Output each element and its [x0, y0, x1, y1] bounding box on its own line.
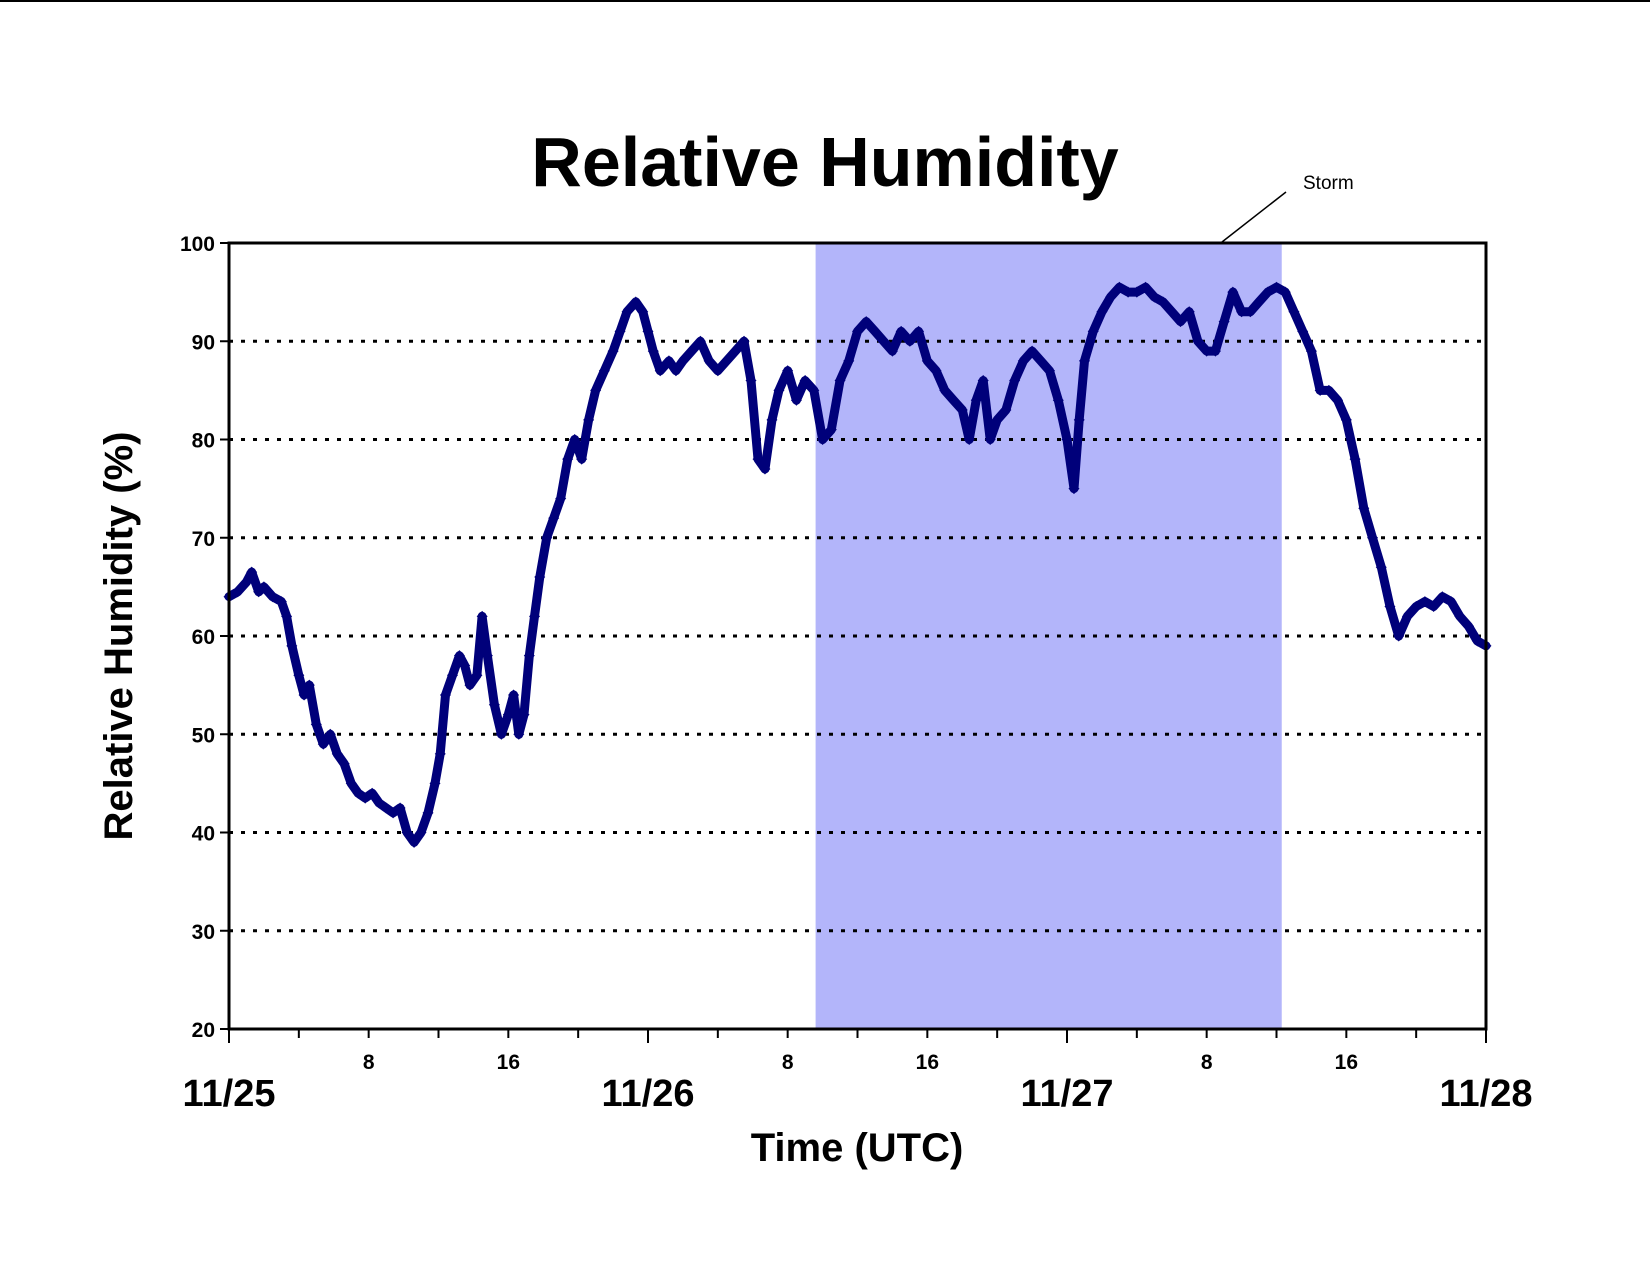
storm-annotation-label: Storm	[1303, 173, 1354, 194]
x-hour-label: 8	[363, 1051, 375, 1074]
y-tick-label: 30	[192, 921, 215, 944]
y-tick-label: 90	[192, 331, 215, 354]
y-tick-layer: 20 30 40 50 60 70 80 90 100	[180, 233, 229, 1042]
y-tick-label: 40	[192, 823, 215, 846]
x-tick-layer: 8 16 8 16 8 16 11/25 11/26 11/27 11/28	[183, 1029, 1533, 1115]
data-trace	[224, 282, 1491, 847]
data-points-layer	[223, 281, 1492, 848]
x-hour-label: 16	[1335, 1051, 1358, 1074]
y-tick-label: 100	[180, 233, 215, 256]
y-axis-label: Relative Humidity (%)	[97, 432, 141, 841]
y-tick-label: 80	[192, 430, 215, 453]
x-hour-label: 16	[916, 1051, 939, 1074]
x-day-label: 11/28	[1440, 1073, 1533, 1115]
grid-layer	[229, 339, 1486, 933]
x-axis-label: Time (UTC)	[751, 1126, 964, 1170]
top-rule	[0, 0, 1650, 2]
x-day-label: 11/25	[183, 1073, 276, 1115]
x-hour-label: 16	[497, 1051, 520, 1074]
x-hour-label: 8	[782, 1051, 794, 1074]
y-tick-label: 70	[192, 528, 215, 551]
chart-title: Relative Humidity	[531, 123, 1118, 201]
y-tick-label: 20	[192, 1019, 215, 1042]
x-day-label: 11/27	[1021, 1073, 1114, 1115]
y-tick-label: 60	[192, 626, 215, 649]
storm-annotation-leader	[1221, 191, 1287, 243]
y-tick-label: 50	[192, 724, 215, 747]
x-hour-label: 8	[1201, 1051, 1213, 1074]
x-day-label: 11/26	[602, 1073, 695, 1115]
